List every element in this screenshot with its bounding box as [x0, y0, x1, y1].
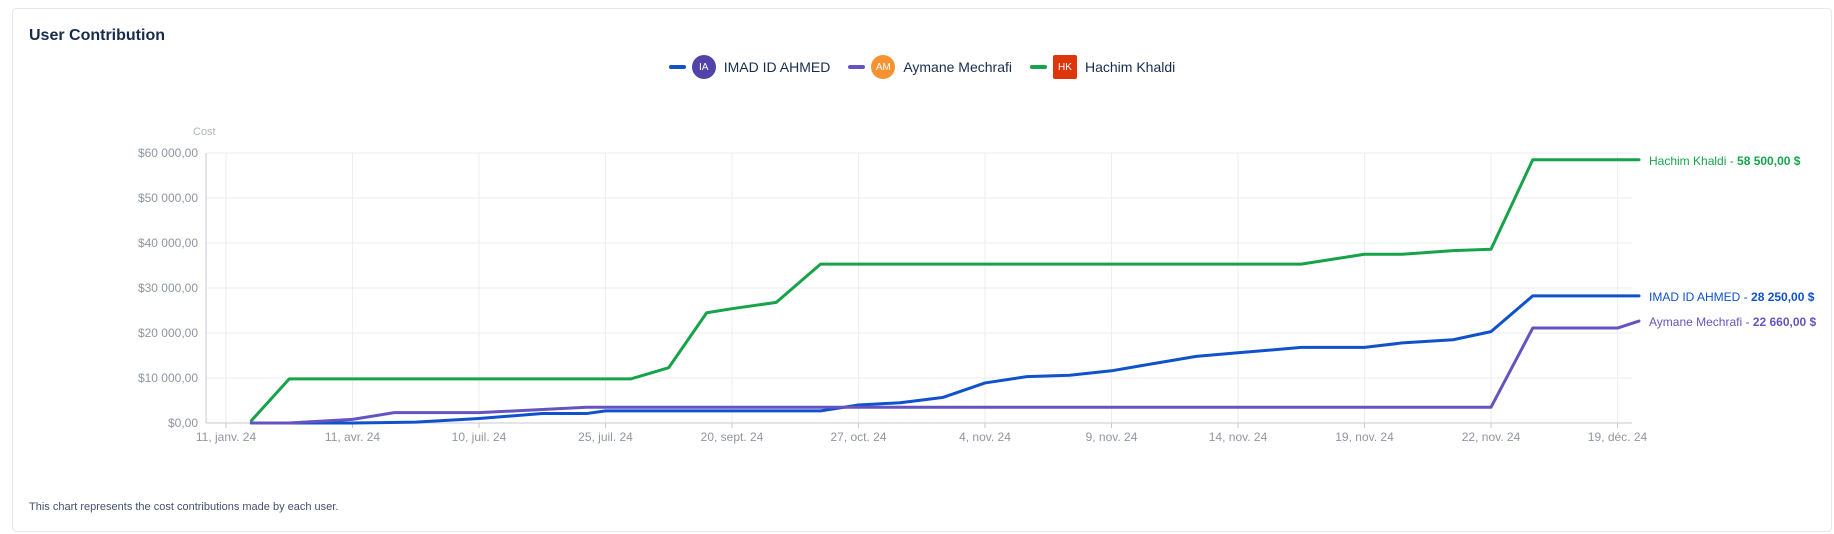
- y-axis-label: Cost: [193, 126, 216, 138]
- legend-item-aymane-mechrafi[interactable]: AM Aymane Mechrafi: [848, 55, 1012, 79]
- x-tick-label: 11, janv. 24: [196, 430, 257, 444]
- y-tick-label: $30 000,00: [138, 281, 198, 295]
- card-title: User Contribution: [29, 27, 165, 44]
- chart-legend: IA IMAD ID AHMED AM Aymane Mechrafi HK H…: [13, 55, 1831, 79]
- series-end-value: 28 250,00 $: [1751, 290, 1815, 304]
- legend-line-swatch: [1030, 65, 1047, 69]
- x-tick-label: 27, oct. 24: [830, 430, 886, 444]
- legend-line-swatch: [668, 65, 686, 69]
- legend-label: Hachim Khaldi: [1085, 59, 1176, 75]
- legend-label: Aymane Mechrafi: [903, 59, 1012, 75]
- series-line-aymane-mechrafi: [249, 319, 1641, 425]
- series-line-hachim-khaldi: [249, 158, 1641, 423]
- y-tick-label: $40 000,00: [138, 236, 198, 250]
- y-tick-label: $0,00: [168, 416, 198, 430]
- x-tick-label: 25, juil. 24: [578, 430, 633, 444]
- x-tick-label: 10, juil. 24: [452, 430, 507, 444]
- legend-item-imad-id-ahmed[interactable]: IA IMAD ID AHMED: [668, 55, 831, 79]
- y-tick-label: $10 000,00: [138, 371, 198, 385]
- y-tick-label: $60 000,00: [138, 146, 198, 160]
- x-tick-label: 4, nov. 24: [959, 430, 1011, 444]
- series-end-label: Hachim Khaldi - 58 500,00 $: [1649, 154, 1801, 168]
- series-end-name: Aymane Mechrafi -: [1649, 315, 1753, 329]
- avatar: HK: [1053, 55, 1077, 79]
- user-contribution-card: User Contribution IA IMAD ID AHMED AM Ay…: [12, 8, 1832, 532]
- x-tick-label: 14, nov. 24: [1209, 430, 1268, 444]
- series-end-name: Hachim Khaldi -: [1649, 154, 1737, 168]
- avatar: AM: [871, 55, 896, 79]
- chart-footnote: This chart represents the cost contribut…: [29, 501, 339, 513]
- series-line-imad-id-ahmed: [249, 294, 1641, 425]
- legend-line-swatch: [848, 65, 866, 69]
- legend-label: IMAD ID AHMED: [723, 59, 831, 75]
- x-tick-label: 19, nov. 24: [1335, 430, 1394, 444]
- x-tick-label: 19, déc. 24: [1588, 430, 1648, 444]
- x-tick-label: 22, nov. 24: [1462, 430, 1521, 444]
- avatar: IA: [691, 55, 716, 79]
- series-end-name: IMAD ID AHMED -: [1649, 290, 1751, 304]
- y-tick-label: $20 000,00: [138, 326, 198, 340]
- series-end-label: Aymane Mechrafi - 22 660,00 $: [1649, 315, 1817, 329]
- x-tick-label: 11, avr. 24: [325, 430, 380, 444]
- series-end-label: IMAD ID AHMED - 28 250,00 $: [1649, 290, 1815, 304]
- series-end-value: 22 660,00 $: [1753, 315, 1817, 329]
- x-tick-label: 9, nov. 24: [1086, 430, 1138, 444]
- x-tick-label: 20, sept. 24: [701, 430, 764, 444]
- legend-item-hachim-khaldi[interactable]: HK Hachim Khaldi: [1030, 55, 1175, 79]
- y-tick-label: $50 000,00: [138, 191, 198, 205]
- series-end-value: 58 500,00 $: [1737, 154, 1801, 168]
